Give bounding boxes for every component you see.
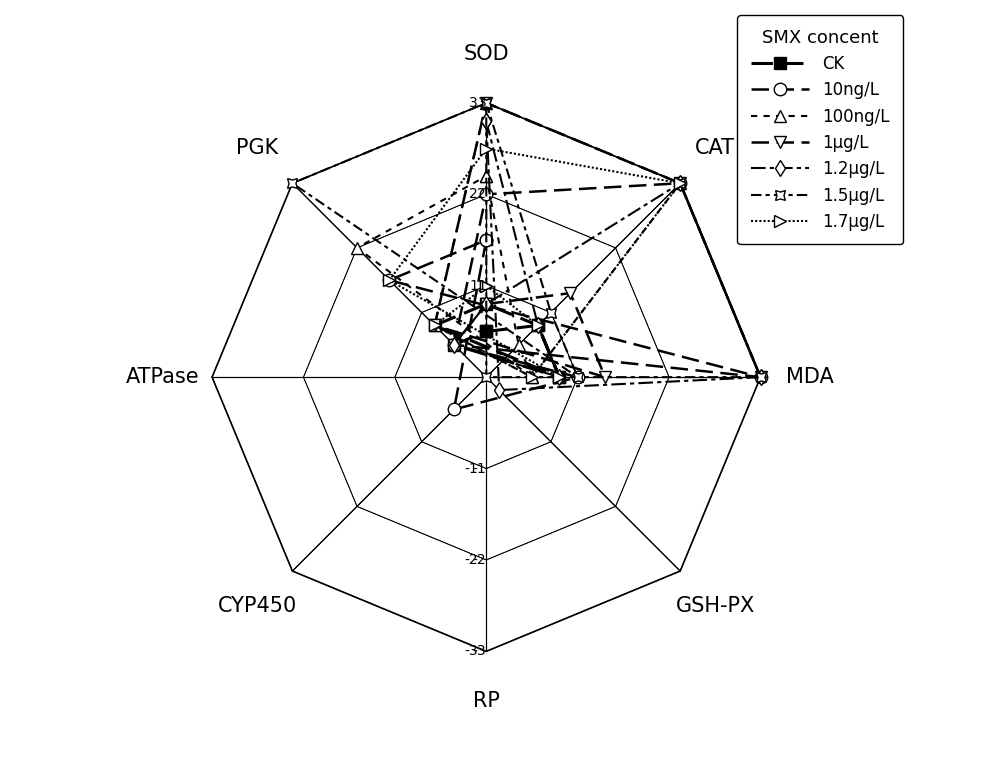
Text: SOD: SOD [463,44,509,64]
Text: 2: 2 [477,187,486,201]
Text: -3: -3 [473,644,486,658]
Text: 1: 1 [477,279,486,293]
Legend: CK, 10ng/L, 100ng/L, 1μg/L, 1.2μg/L, 1.5μg/L, 1.7μg/L: CK, 10ng/L, 100ng/L, 1μg/L, 1.2μg/L, 1.5… [737,15,903,244]
Text: GSH-PX: GSH-PX [675,596,755,616]
Text: -2: -2 [473,553,486,567]
Text: -1: -1 [472,462,486,475]
Text: 2: 2 [469,187,478,201]
Text: 3: 3 [477,96,486,110]
Text: CYP450: CYP450 [218,596,297,616]
Text: -1: -1 [464,462,478,475]
Text: MDA: MDA [786,367,834,387]
Text: 3: 3 [469,96,478,110]
Text: PGK: PGK [236,138,279,158]
Text: RP: RP [473,690,500,710]
Text: -2: -2 [464,553,478,567]
Text: CAT: CAT [695,138,735,158]
Text: 1: 1 [469,279,478,293]
Text: ATPase: ATPase [126,367,200,387]
Text: -3: -3 [464,644,478,658]
